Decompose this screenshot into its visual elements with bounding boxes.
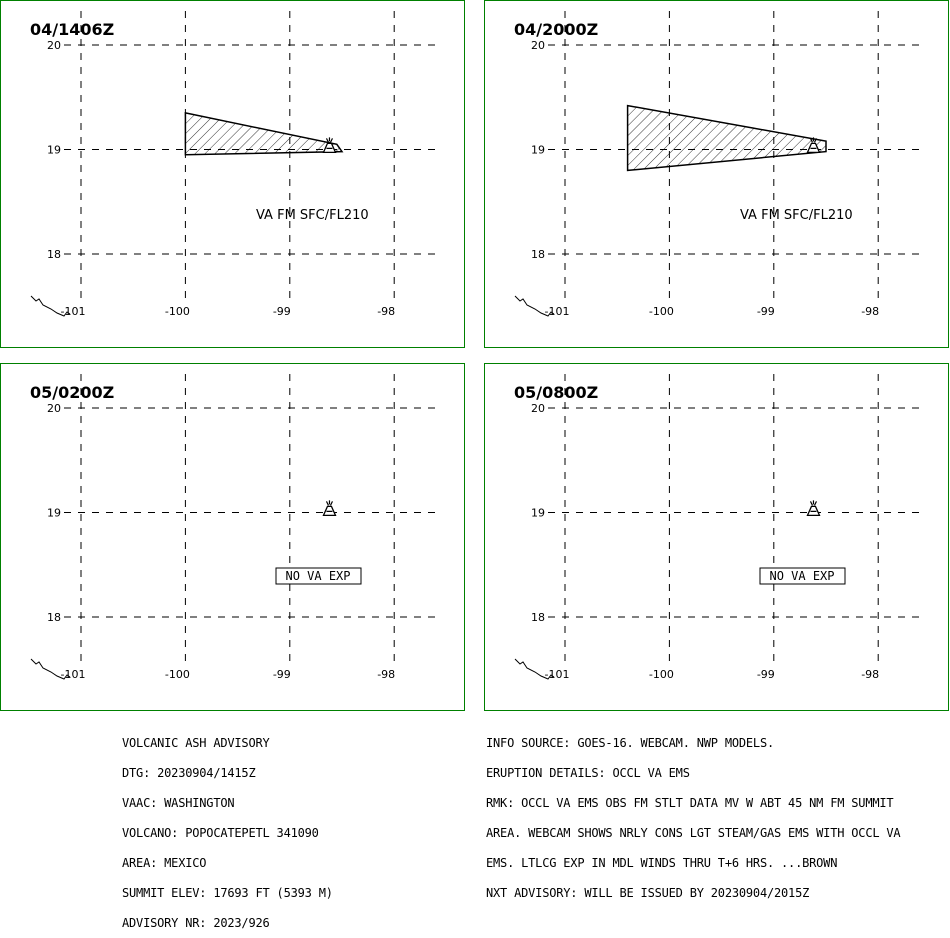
lon-tick-label: -100 — [165, 305, 190, 318]
lat-tick-label: 19 — [47, 507, 61, 520]
panel-time: 05/0200Z — [30, 383, 115, 402]
panel-3: 20 19 18 -101 -100 -99 -98 NO VA EXP 05/0200Z — [0, 363, 465, 711]
ash-cloud-polygon — [184, 111, 344, 156]
advisory-line: SUMMIT ELEV: 17693 FT (5393 M) — [122, 886, 333, 900]
lat-tick-label: 20 — [531, 39, 545, 52]
lat-tick-label: 18 — [531, 248, 545, 261]
lon-tick-label: -99 — [273, 305, 291, 318]
lon-tick-label: -98 — [377, 305, 395, 318]
lat-tick-label: 20 — [47, 402, 61, 415]
lat-tick-label: 19 — [531, 144, 545, 157]
lat-tick-label: 18 — [47, 611, 61, 624]
lat-tick-label: 18 — [531, 611, 545, 624]
panel-time: 04/1406Z — [30, 20, 115, 39]
no-va-label: NO VA EXP — [285, 569, 350, 583]
map-2: 20 19 18 -101 -100 -99 -98 VA FM SFC/FL210 — [514, 11, 925, 318]
advisory-line: EMS. LTLCG EXP IN MDL WINDS THRU T+6 HRS… — [486, 856, 838, 870]
lon-tick-label: -99 — [757, 305, 775, 318]
coastline — [30, 295, 71, 317]
advisory-line: VAAC: WASHINGTON — [122, 796, 235, 810]
va-level-label: VA FM SFC/FL210 — [256, 208, 369, 223]
lon-tick-label: -100 — [649, 305, 674, 318]
panel-2: 20 19 18 -101 -100 -99 -98 VA FM SFC/FL210 04/2… — [484, 0, 949, 348]
panel-time: 04/2000Z — [514, 20, 599, 39]
lat-tick-label: 19 — [531, 507, 545, 520]
no-va-label: NO VA EXP — [769, 569, 834, 583]
advisory-line: VOLCANIC ASH ADVISORY — [122, 736, 270, 750]
lon-tick-label: -98 — [861, 305, 879, 318]
lon-tick-label: -99 — [273, 668, 291, 681]
volcano-icon — [322, 500, 337, 517]
lon-tick-label: -101 — [545, 305, 570, 318]
lon-tick-label: -98 — [861, 668, 879, 681]
advisory-line: AREA. WEBCAM SHOWS NRLY CONS LGT STEAM/G… — [486, 826, 901, 840]
no-va-box — [275, 567, 362, 585]
volcano-icon — [806, 137, 821, 154]
volcano-icon — [322, 137, 337, 154]
lat-tick-label: 19 — [47, 144, 61, 157]
lon-tick-label: -98 — [377, 668, 395, 681]
no-va-box — [759, 567, 846, 585]
lon-tick-label: -100 — [165, 668, 190, 681]
lon-tick-label: -100 — [649, 668, 674, 681]
ash-cloud-polygon — [626, 104, 827, 172]
lon-tick-label: -101 — [61, 668, 86, 681]
advisory-line: VOLCANO: POPOCATEPETL 341090 — [122, 826, 319, 840]
lon-tick-label: -101 — [61, 305, 86, 318]
advisory-line: ERUPTION DETAILS: OCCL VA EMS — [486, 766, 690, 780]
advisory-left: VOLCANIC ASH ADVISORY DTG: 20230904/1415… — [122, 718, 333, 938]
map-4: 20 19 18 -101 -100 -99 -98 NO VA EXP — [514, 374, 925, 681]
coastline — [514, 658, 555, 680]
lat-tick-label: 20 — [531, 402, 545, 415]
panel-4: 20 19 18 -101 -100 -99 -98 NO VA EXP 05/0800Z — [484, 363, 949, 711]
lat-tick-label: 18 — [47, 248, 61, 261]
advisory-line: RMK: OCCL VA EMS OBS FM STLT DATA MV W A… — [486, 796, 894, 810]
advisory-line: DTG: 20230904/1415Z — [122, 766, 256, 780]
advisory-right: INFO SOURCE: GOES-16. WEBCAM. NWP MODELS… — [486, 718, 901, 908]
coastline — [514, 295, 555, 317]
advisory-line: ADVISORY NR: 2023/926 — [122, 916, 270, 930]
volcano-icon — [806, 500, 821, 517]
coastline — [30, 658, 71, 680]
advisory-line: AREA: MEXICO — [122, 856, 207, 870]
map-3: 20 19 18 -101 -100 -99 -98 NO VA EXP — [30, 374, 441, 681]
panel-time: 05/0800Z — [514, 383, 599, 402]
panel-1: 20 19 18 -101 -100 -99 -98 VA FM SFC/FL210 04/1… — [0, 0, 465, 348]
lon-tick-label: -101 — [545, 668, 570, 681]
lon-tick-label: -99 — [757, 668, 775, 681]
map-1: 20 19 18 -101 -100 -99 -98 VA FM SFC/FL210 — [30, 11, 441, 318]
advisory-line: INFO SOURCE: GOES-16. WEBCAM. NWP MODELS… — [486, 736, 775, 750]
lat-tick-label: 20 — [47, 39, 61, 52]
advisory-line: NXT ADVISORY: WILL BE ISSUED BY 20230904… — [486, 886, 810, 900]
va-level-label: VA FM SFC/FL210 — [740, 208, 853, 223]
